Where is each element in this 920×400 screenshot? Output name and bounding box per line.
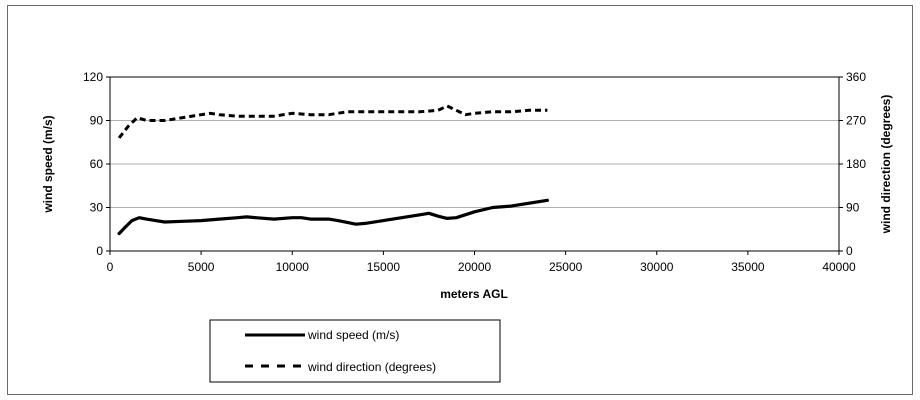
legend-label-wind-speed: wind speed (m/s) — [307, 328, 399, 342]
x-tick-label-30000: 30000 — [640, 260, 674, 274]
y-axis-ticks: 0 30 60 90 120 — [83, 70, 110, 258]
x-tick-label-35000: 35000 — [731, 260, 765, 274]
x-axis-title: meters AGL — [440, 287, 508, 301]
y2-axis-title: wind direction (degrees) — [879, 95, 893, 235]
series-line-wind-direction — [119, 106, 547, 138]
x-tick-label-0: 0 — [107, 260, 114, 274]
y-tick-label-90: 90 — [90, 114, 104, 128]
y2-tick-label-270: 270 — [846, 114, 866, 128]
y-axis-title: wind speed (m/s) — [41, 115, 55, 213]
x-tick-label-5000: 5000 — [188, 260, 215, 274]
gridlines — [110, 121, 839, 208]
x-tick-label-15000: 15000 — [367, 260, 401, 274]
legend-label-wind-direction: wind direction (degrees) — [307, 360, 436, 374]
y2-tick-label-90: 90 — [846, 201, 860, 215]
x-axis-ticks: 0 5000 10000 15000 20000 25000 30000 35000 40000 — [107, 251, 856, 274]
legend: wind speed (m/s) wind direction (degrees… — [210, 320, 500, 382]
x-tick-label-40000: 40000 — [822, 260, 856, 274]
y-tick-label-0: 0 — [96, 244, 103, 258]
y-tick-label-60: 60 — [90, 157, 104, 171]
y2-tick-label-360: 360 — [846, 70, 866, 84]
y2-axis-ticks: 0 90 180 270 360 — [839, 70, 866, 258]
series-line-wind-speed — [119, 200, 547, 233]
y-tick-label-120: 120 — [83, 70, 103, 84]
series-lines — [119, 106, 548, 234]
x-tick-label-25000: 25000 — [549, 260, 583, 274]
x-tick-label-10000: 10000 — [276, 260, 310, 274]
y2-tick-label-0: 0 — [846, 244, 853, 258]
x-tick-label-20000: 20000 — [458, 260, 492, 274]
y-tick-label-30: 30 — [90, 201, 104, 215]
y2-tick-label-180: 180 — [846, 157, 866, 171]
